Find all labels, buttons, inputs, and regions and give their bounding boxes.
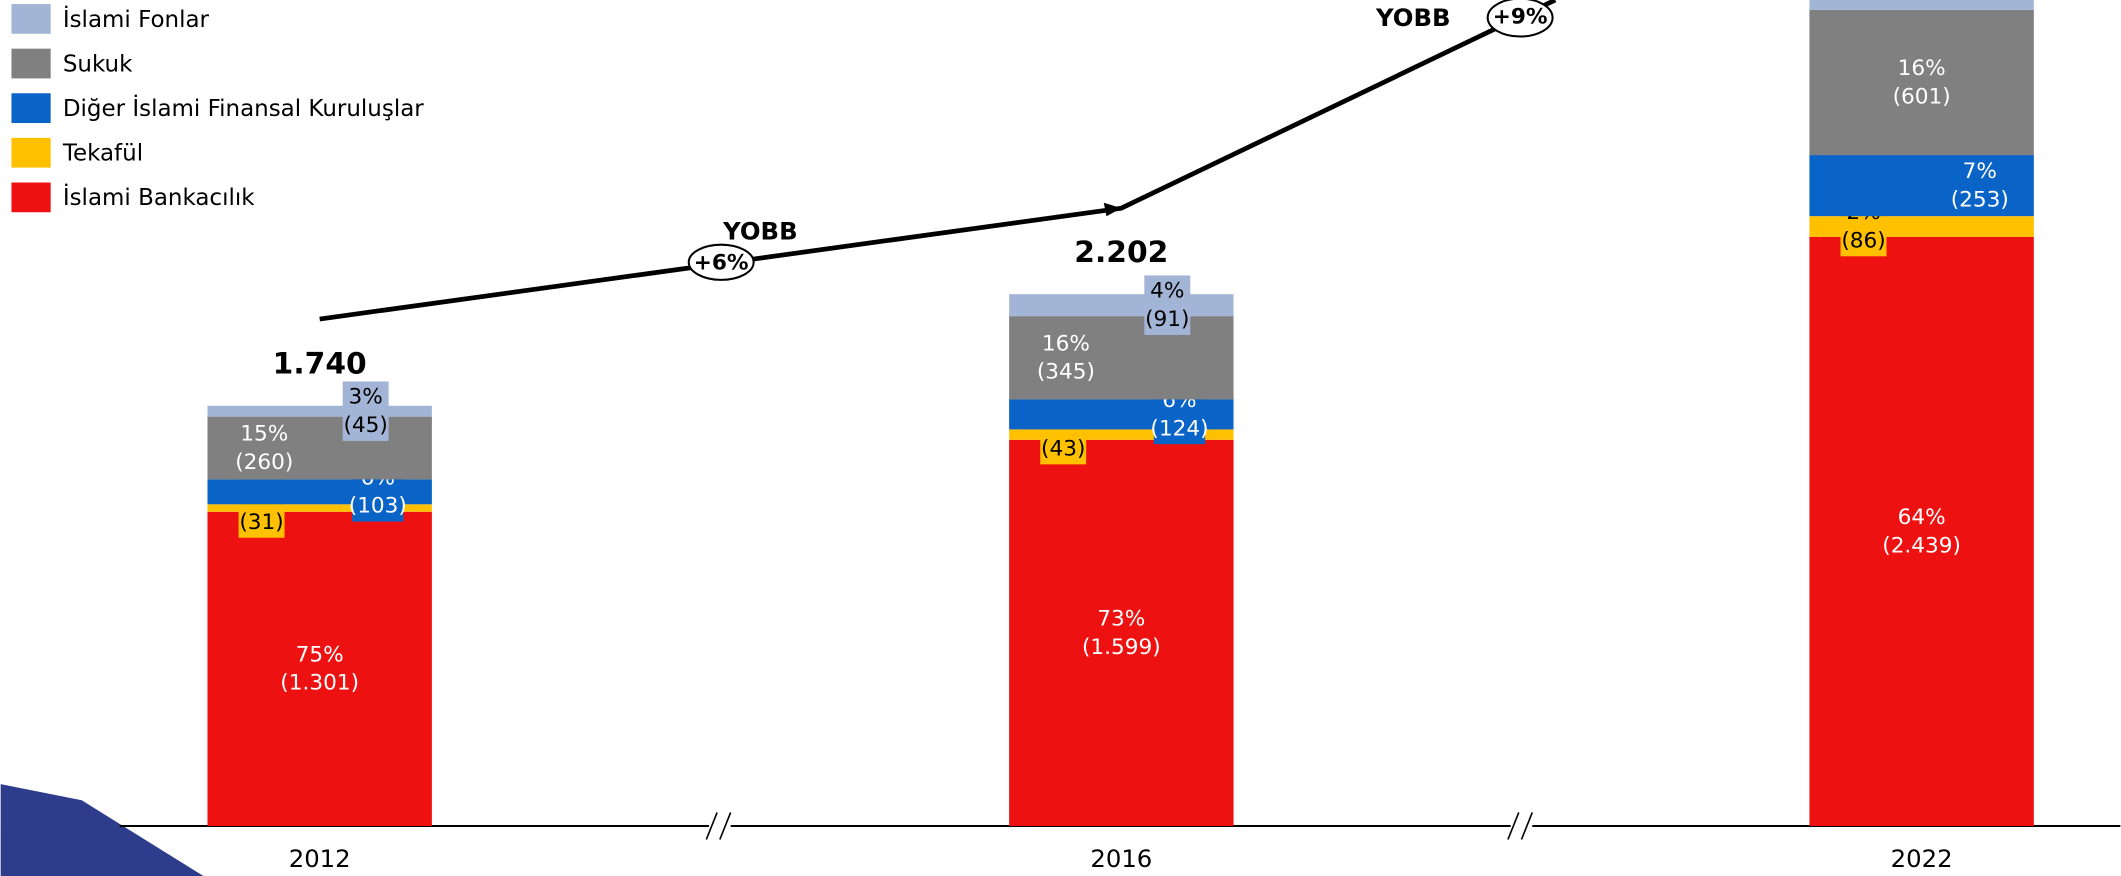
axis-break (705, 811, 1534, 841)
data-label: 4% (1150, 279, 1184, 304)
x-tick-label: 2012 (289, 844, 351, 873)
label-box (342, 381, 389, 441)
legend-label: İslami Fonlar (63, 5, 210, 33)
legend-label: İslami Bankacılık (63, 183, 255, 211)
data-label: (86) (1841, 228, 1885, 253)
data-label: (601) (1893, 84, 1951, 109)
data-label: (45) (343, 413, 387, 438)
bar-segment (207, 504, 432, 512)
legend-label: Tekafül (62, 141, 143, 167)
data-label: (2.439) (1882, 533, 1961, 558)
data-label: (345) (1037, 360, 1095, 385)
bar-segment (1009, 439, 1234, 826)
bar-segment (1809, 0, 2034, 10)
data-label: 3% (348, 385, 382, 410)
data-label: 15% (240, 421, 288, 446)
annotation-value: +9% (1493, 5, 1548, 30)
x-tick-label: 2016 (1090, 844, 1152, 873)
annotation-value: +6% (694, 251, 749, 276)
data-label: (31) (239, 510, 283, 535)
growth-arrow (319, 0, 1557, 322)
data-label: (91) (1145, 307, 1189, 332)
data-label: (260) (235, 450, 293, 475)
data-label: 16% (1042, 331, 1090, 356)
data-label: (1.301) (280, 671, 359, 696)
total-label: 2.202 (1074, 235, 1168, 270)
data-label: 64% (1898, 505, 1946, 530)
decoration (0, 784, 204, 876)
x-tick-label: 2022 (1891, 844, 1953, 873)
data-label: (253) (1951, 187, 2009, 212)
data-label: (1.599) (1082, 635, 1161, 660)
legend-swatch (11, 93, 51, 124)
bar-segment (1809, 236, 2034, 826)
legend-swatch (11, 137, 51, 168)
legend-swatch (11, 182, 51, 213)
bar-segment (1009, 429, 1234, 440)
data-label: 7% (1963, 159, 1997, 184)
legend-swatch (11, 48, 51, 79)
data-label: (43) (1041, 436, 1085, 461)
bar-segment (1009, 316, 1234, 400)
legend-label: Diğer İslami Finansal Kuruluşlar (63, 94, 424, 122)
legend-swatch (11, 4, 51, 34)
bar-segment (1809, 9, 2034, 156)
annotation: YOBB (1375, 3, 1451, 32)
label-box (1954, 155, 2006, 216)
data-label: 16% (1898, 56, 1946, 81)
bar-segment (207, 511, 432, 826)
total-label: 1.740 (273, 347, 367, 382)
data-label: 73% (1097, 606, 1145, 631)
legend-label: Sukuk (63, 51, 133, 77)
data-label: (124) (1150, 416, 1208, 441)
data-label: 75% (296, 642, 344, 667)
annotation: YOBB (722, 217, 798, 246)
bar-segment (1009, 294, 1234, 317)
data-label: (103) (349, 494, 407, 519)
bar-segment (207, 416, 432, 480)
label-box (1144, 275, 1191, 335)
bar-segment (207, 405, 432, 417)
